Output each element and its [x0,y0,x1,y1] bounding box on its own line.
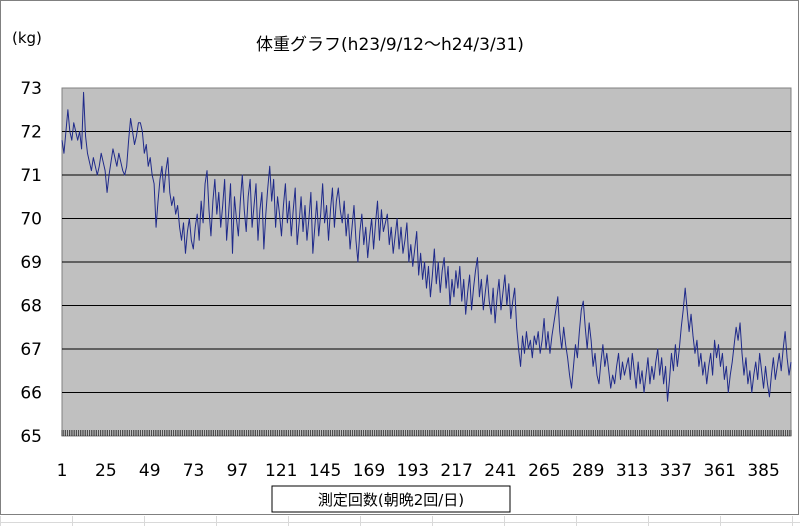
x-tick-label: 145 [309,461,341,481]
x-tick-label: 289 [572,461,604,481]
gridlines [62,131,791,393]
y-tick-label: 68 [20,297,42,317]
y-tick-label: 67 [20,340,42,360]
series-group [61,91,792,402]
y-tick-label: 71 [20,166,42,186]
x-tick-label: 121 [265,461,297,481]
x-tick-label: 313 [616,461,648,481]
y-tick-label: 70 [20,210,42,230]
y-tick-label: 65 [20,427,42,447]
x-tick-label: 1 [57,461,68,481]
x-tick-label: 385 [747,461,779,481]
y-axis-unit-label: (kg) [12,29,42,47]
x-axis-title-box [271,485,511,513]
x-axis-ticks: 1 25 49 73 97 121 145 169 193 217 241 265 289 313 337 3… [57,461,780,481]
x-tick-label: 97 [227,461,249,481]
x-tick-label: 193 [397,461,429,481]
x-tick-label: 73 [183,461,205,481]
y-tick-label: 69 [20,253,42,273]
y-axis-ticks: 65 66 67 68 69 70 71 72 73 [20,79,42,447]
x-axis-minor-ticks [61,430,792,436]
y-tick-label: 72 [20,123,42,143]
chart-title: 体重グラフ(h23/9/12〜h24/3/31) [256,35,524,55]
x-tick-label: 217 [440,461,472,481]
y-tick-label: 66 [20,384,42,404]
x-tick-label: 25 [95,461,117,481]
x-axis-title: 測定回数(朝晩2回/日) [318,491,464,509]
x-tick-label: 337 [660,461,692,481]
x-tick-label: 265 [528,461,560,481]
x-tick-label: 241 [484,461,516,481]
series-line-weight [61,91,792,402]
y-tick-label: 73 [20,79,42,99]
x-tick-label: 169 [353,461,385,481]
x-tick-label: 49 [139,461,161,481]
x-tick-label: 361 [704,461,736,481]
